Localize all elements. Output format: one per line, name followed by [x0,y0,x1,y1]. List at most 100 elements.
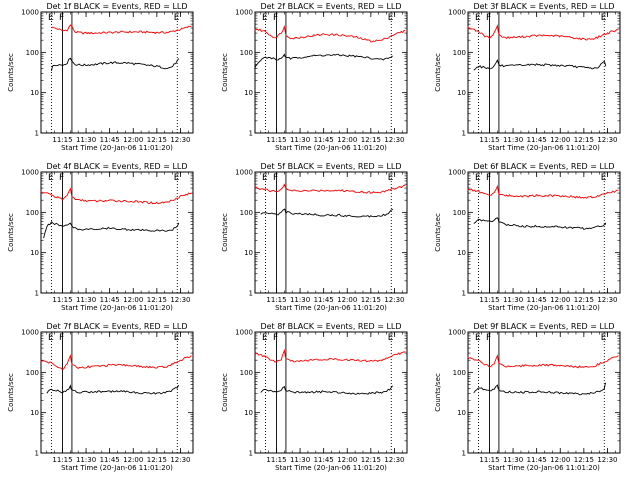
y-tick-label: 1000 [21,169,39,177]
plot-frame [254,331,408,454]
x-tick-label: 11:30 [290,296,310,304]
y-tick-label: 100 [453,209,466,217]
x-tick-label: 12:15 [574,456,594,464]
event-marker-label: F [59,173,64,183]
plot-title: Det 1f BLACK = Events, RED = LLD [46,2,187,11]
y-tick-label: 100 [453,369,466,377]
y-tick-label: 1000 [448,169,466,177]
y-tick-label: 1000 [21,9,39,17]
x-tick-label: 12:00 [123,456,143,464]
y-tick-label: 10 [244,89,253,97]
x-tick-label: 12:15 [147,136,167,144]
y-axis-label: Counts/sec [434,53,442,92]
series-line-lld [467,353,619,369]
event-marker-label: E [475,173,481,183]
series-line-lld [254,348,406,363]
series-line-lld [40,187,192,205]
event-marker-label: E [601,333,607,343]
event-marker-label: E [262,173,268,183]
y-tick-label: 100 [240,369,253,377]
x-tick-label: 12:30 [597,136,617,144]
y-axis-label: Counts/sec [434,213,442,252]
y-tick-label: 100 [240,209,253,217]
x-tick-label: 11:15 [266,296,286,304]
x-tick-label: 12:15 [361,136,381,144]
x-tick-label: 12:00 [123,136,143,144]
plot-title: Det 9f BLACK = Events, RED = LLD [473,322,614,331]
x-tick-label: 11:15 [479,456,499,464]
series-line-events [260,208,394,218]
x-tick-label: 12:15 [361,296,381,304]
y-tick-label: 1 [462,130,466,138]
y-tick-label: 1000 [448,9,466,17]
x-axis-label: Start Time (20-Jan-06 11:01:20) [488,304,600,312]
y-tick-label: 10 [244,409,253,417]
y-tick-label: 100 [26,209,39,217]
x-tick-label: 11:45 [527,456,547,464]
x-tick-label: 11:30 [290,136,310,144]
plot-title: Det 3f BLACK = Events, RED = LLD [473,2,614,11]
series-line-events [46,384,180,395]
x-tick-label: 11:30 [503,136,523,144]
y-axis-label: Counts/sec [7,53,15,92]
x-tick-label: 12:15 [147,456,167,464]
x-tick-label: 11:30 [76,136,96,144]
x-axis-label: Start Time (20-Jan-06 11:01:20) [488,464,600,472]
x-tick-label: 12:15 [574,136,594,144]
x-tick-label: 11:15 [266,456,286,464]
event-marker-label: F [59,13,64,23]
x-axis-label: Start Time (20-Jan-06 11:01:20) [488,144,600,152]
event-marker-label: E [601,13,607,23]
plot-frame [467,171,621,294]
x-tick-label: 12:00 [337,456,357,464]
event-marker-label: E [48,173,54,183]
x-tick-label: 11:45 [527,296,547,304]
x-tick-label: 11:45 [527,136,547,144]
x-tick-label: 12:30 [170,456,190,464]
y-tick-label: 1000 [235,9,253,17]
x-tick-label: 11:45 [100,136,120,144]
event-marker-label: E [262,13,268,23]
x-tick-label: 12:00 [337,296,357,304]
x-tick-label: 11:15 [52,136,72,144]
series-line-lld [51,24,192,35]
x-tick-label: 12:30 [170,296,190,304]
x-tick-label: 12:00 [550,296,570,304]
event-marker-label: E [262,333,268,343]
series-line-events [43,221,180,239]
plot-title: Det 2f BLACK = Events, RED = LLD [260,2,401,11]
y-tick-label: 100 [240,49,253,57]
plot-frame [40,171,194,294]
y-tick-label: 1 [462,290,466,298]
plot-panel-2: Det 2f BLACK = Events, RED = LLD Counts/s… [221,2,408,152]
plot-frame [254,171,408,294]
event-marker-label: E [388,13,394,23]
y-tick-label: 1 [35,130,39,138]
event-marker-label: E [601,173,607,183]
x-tick-label: 11:15 [52,456,72,464]
event-marker-label: E [174,173,180,183]
plot-title: Det 6f BLACK = Events, RED = LLD [473,162,614,171]
x-tick-label: 12:30 [170,136,190,144]
series-line-events [473,217,607,230]
y-tick-label: 1 [249,450,253,458]
plot-frame [467,331,621,454]
plot-panel-5: Det 5f BLACK = Events, RED = LLD Counts/s… [221,162,408,312]
y-tick-label: 10 [244,249,253,257]
x-tick-label: 12:00 [550,456,570,464]
x-tick-label: 11:45 [314,296,334,304]
event-marker-label: E [174,333,180,343]
plot-panel-9: Det 9f BLACK = Events, RED = LLD Counts/s… [434,322,621,472]
x-tick-label: 12:15 [361,456,381,464]
x-axis-label: Start Time (20-Jan-06 11:01:20) [275,464,387,472]
plot-frame [40,11,194,134]
x-axis-label: Start Time (20-Jan-06 11:01:20) [275,144,387,152]
x-axis-label: Start Time (20-Jan-06 11:01:20) [61,304,173,312]
y-axis-label: Counts/sec [221,213,229,252]
plot-panel-1: Det 1f BLACK = Events, RED = LLD Counts/s… [7,2,194,152]
y-axis-label: Counts/sec [7,373,15,412]
x-axis-label: Start Time (20-Jan-06 11:01:20) [61,464,173,472]
x-tick-label: 11:15 [479,136,499,144]
series-line-events [260,385,393,395]
